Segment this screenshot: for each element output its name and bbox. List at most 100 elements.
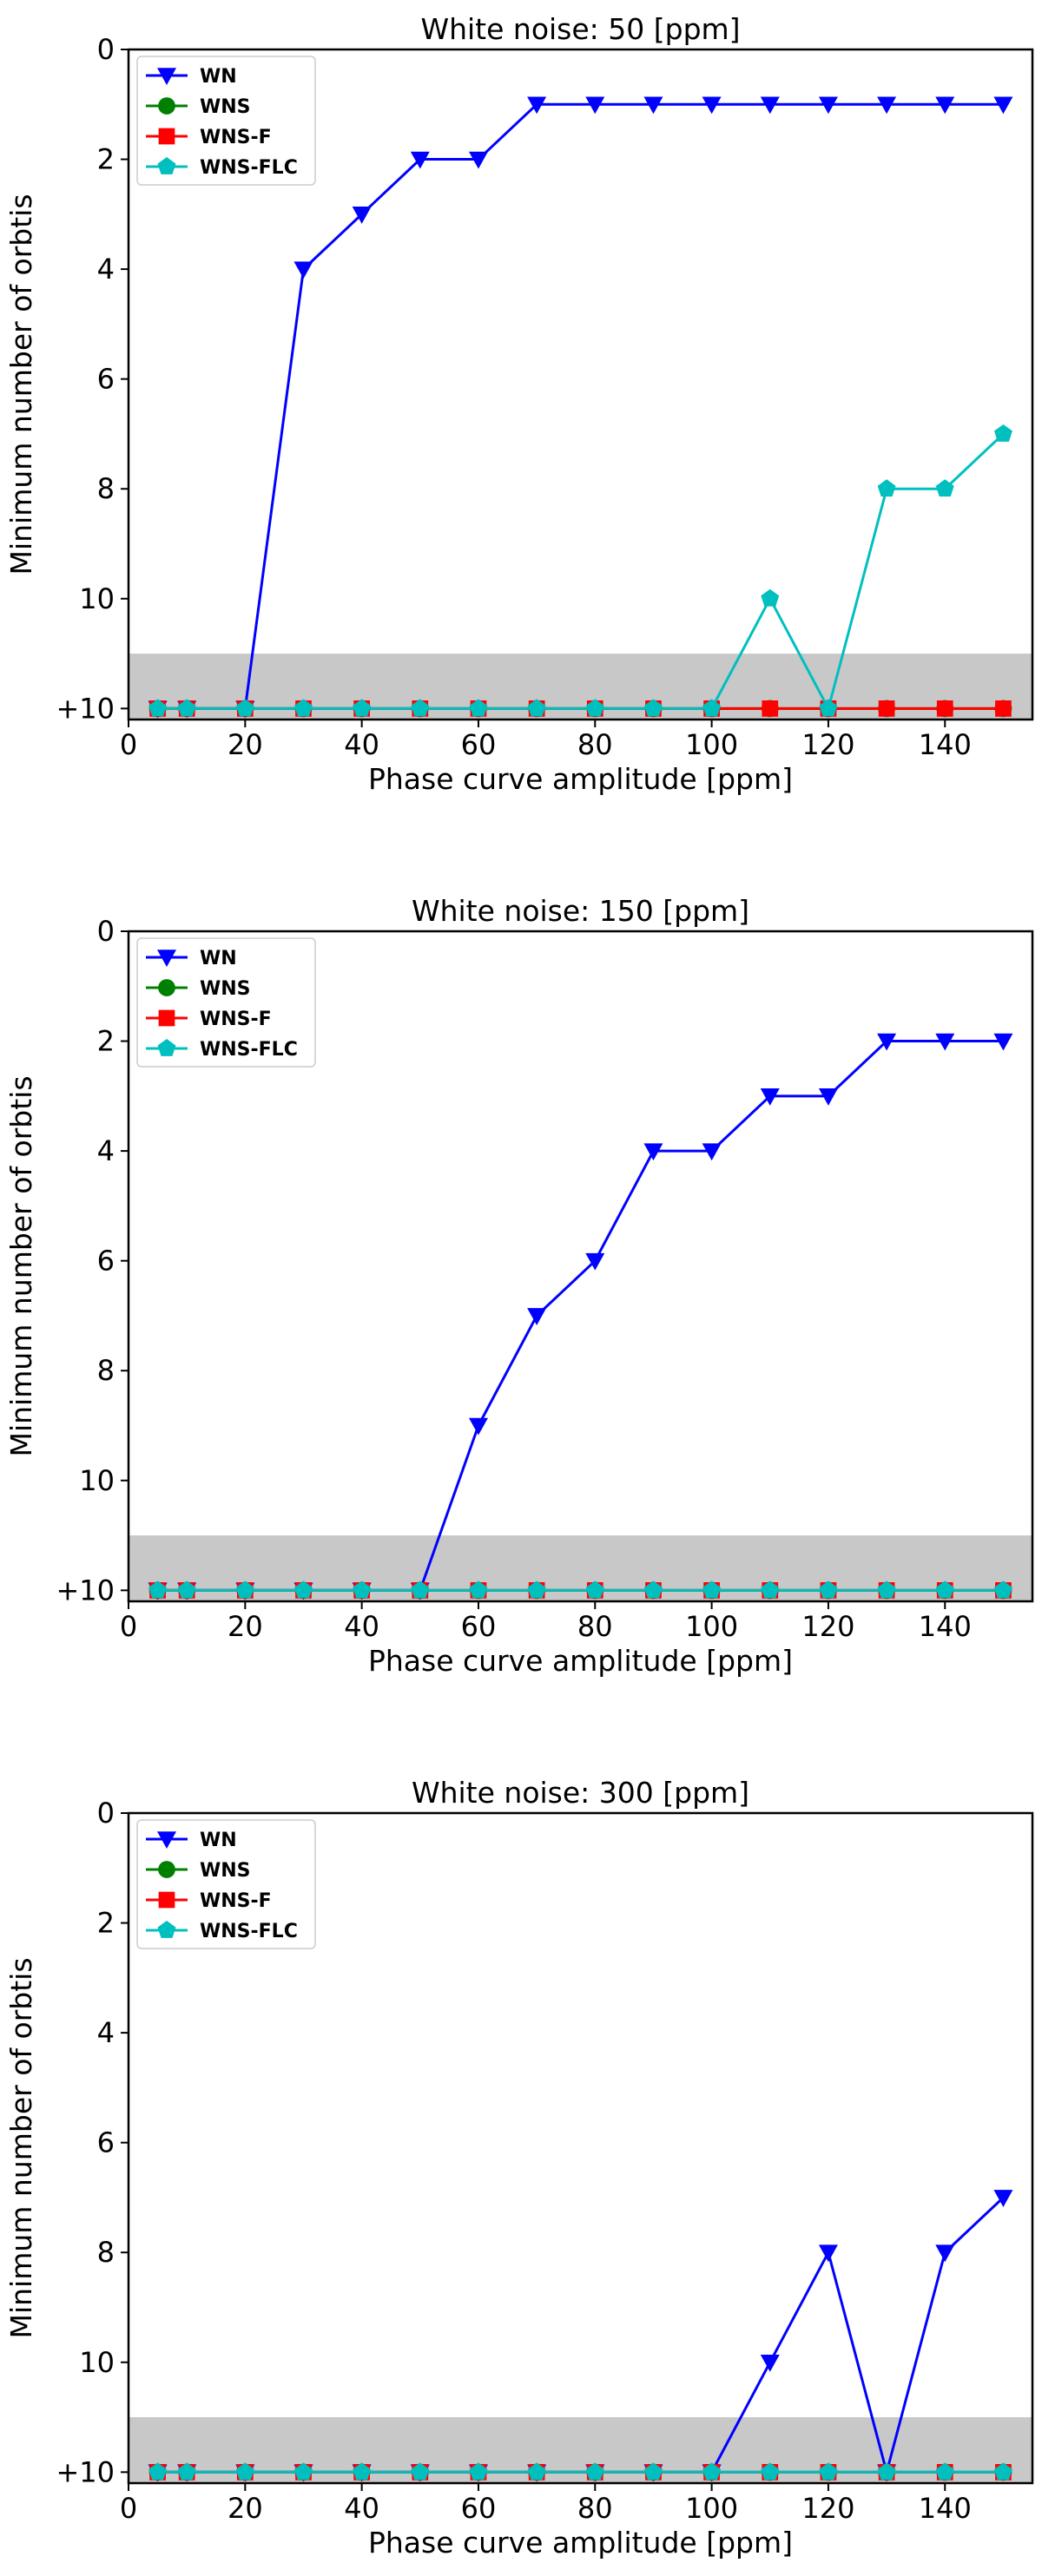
marker (818, 96, 838, 115)
y-tick-label: 0 (97, 33, 115, 66)
y-tick-label: +10 (56, 1574, 115, 1607)
legend-box (136, 937, 316, 1068)
legend-marker (158, 1891, 175, 1909)
y-tick-label: 2 (97, 1907, 115, 1940)
legend-label: WNS-FLC (200, 1039, 298, 1061)
marker (760, 2354, 780, 2372)
y-tick-label: 0 (97, 1797, 115, 1830)
legend-marker (157, 68, 176, 85)
x-tick-label: 100 (685, 2492, 738, 2525)
marker (235, 699, 254, 717)
x-tick-label: 0 (120, 2492, 137, 2525)
legend-marker (157, 157, 176, 174)
marker (760, 96, 780, 115)
marker (993, 2190, 1013, 2207)
marker (935, 1580, 954, 1599)
x-tick-label: 60 (461, 1610, 497, 1643)
marker (353, 1580, 372, 1599)
x-tick-label: 60 (461, 2492, 497, 2525)
marker (469, 699, 488, 717)
x-tick-label: 120 (801, 728, 854, 761)
marker (469, 1580, 488, 1599)
chart-title: White noise: 300 [ppm] (412, 1776, 749, 1810)
x-tick-label: 100 (685, 1610, 738, 1643)
marker (818, 1088, 838, 1106)
legend-label: WN (200, 948, 237, 969)
marker (148, 2462, 168, 2481)
x-axis-label: Phase curve amplitude [ppm] (368, 762, 793, 796)
marker (352, 207, 372, 224)
marker (411, 2462, 430, 2481)
marker (877, 479, 896, 497)
marker (410, 151, 430, 169)
marker (411, 699, 430, 717)
marker (585, 2462, 604, 2481)
marker (935, 479, 954, 497)
y-tick-label: 2 (97, 143, 115, 176)
y-tick-label: 10 (79, 2346, 115, 2379)
chart: 0 20 40 60 80 100 120 140 0 2 4 6 8 10 +10 White noise:… (4, 1776, 1034, 2560)
marker (878, 700, 895, 717)
marker (936, 700, 953, 717)
marker (353, 2462, 372, 2481)
marker (643, 96, 663, 115)
marker (235, 2462, 254, 2481)
marker (527, 1580, 546, 1599)
y-tick-label: +10 (56, 692, 115, 725)
marker (702, 1143, 722, 1161)
legend-marker (157, 1831, 176, 1849)
marker (585, 1580, 604, 1599)
y-tick-label: 4 (97, 253, 115, 286)
legend-marker (157, 950, 176, 967)
y-tick-label: 6 (97, 363, 115, 396)
legend-marker (158, 97, 175, 115)
marker (702, 96, 722, 115)
y-tick-label: 10 (79, 1464, 115, 1497)
marker (702, 1580, 722, 1599)
x-tick-label: 40 (344, 2492, 379, 2525)
y-tick-label: 2 (97, 1025, 115, 1058)
x-tick-label: 40 (344, 728, 379, 761)
legend-label: WNS (200, 1860, 251, 1882)
plot-area (148, 2190, 1013, 2482)
marker (468, 1417, 488, 1436)
y-axis-label: Minimum number of orbtis (4, 1075, 38, 1456)
legend-label: WNS-FLC (200, 157, 298, 179)
x-tick-label: 0 (120, 728, 137, 761)
marker (818, 2244, 838, 2263)
marker (527, 2462, 546, 2481)
marker (294, 699, 313, 717)
x-tick-label: 60 (461, 728, 497, 761)
y-tick-label: 8 (97, 2236, 115, 2269)
x-tick-label: 120 (801, 1610, 854, 1643)
marker (761, 2462, 780, 2481)
marker (294, 1580, 313, 1599)
y-tick-label: 10 (79, 582, 115, 615)
marker (877, 2462, 896, 2481)
chart: 0 20 40 60 80 100 120 140 0 2 4 6 8 10 +10 White noise:… (4, 894, 1034, 1678)
marker (469, 2462, 488, 2481)
y-axis-label: Minimum number of orbtis (4, 194, 38, 575)
marker (235, 1580, 254, 1599)
marker (643, 1143, 663, 1161)
legend-box (136, 1819, 316, 1949)
x-tick-label: 0 (120, 1610, 137, 1643)
chart-title: White noise: 50 [ppm] (420, 12, 740, 46)
series-line (157, 102, 1004, 710)
y-tick-label: 4 (97, 1134, 115, 1167)
legend-marker (158, 979, 175, 996)
marker (585, 1252, 605, 1271)
marker (527, 96, 547, 115)
marker (702, 2462, 722, 2481)
marker (995, 700, 1012, 717)
marker (353, 699, 372, 717)
marker (177, 699, 196, 717)
marker (762, 700, 779, 717)
legend-label: WN (200, 66, 237, 88)
x-tick-label: 40 (344, 1610, 379, 1643)
series-line (157, 1040, 1004, 1592)
marker (993, 424, 1012, 442)
marker (148, 699, 168, 717)
y-tick-label: 4 (97, 2016, 115, 2049)
